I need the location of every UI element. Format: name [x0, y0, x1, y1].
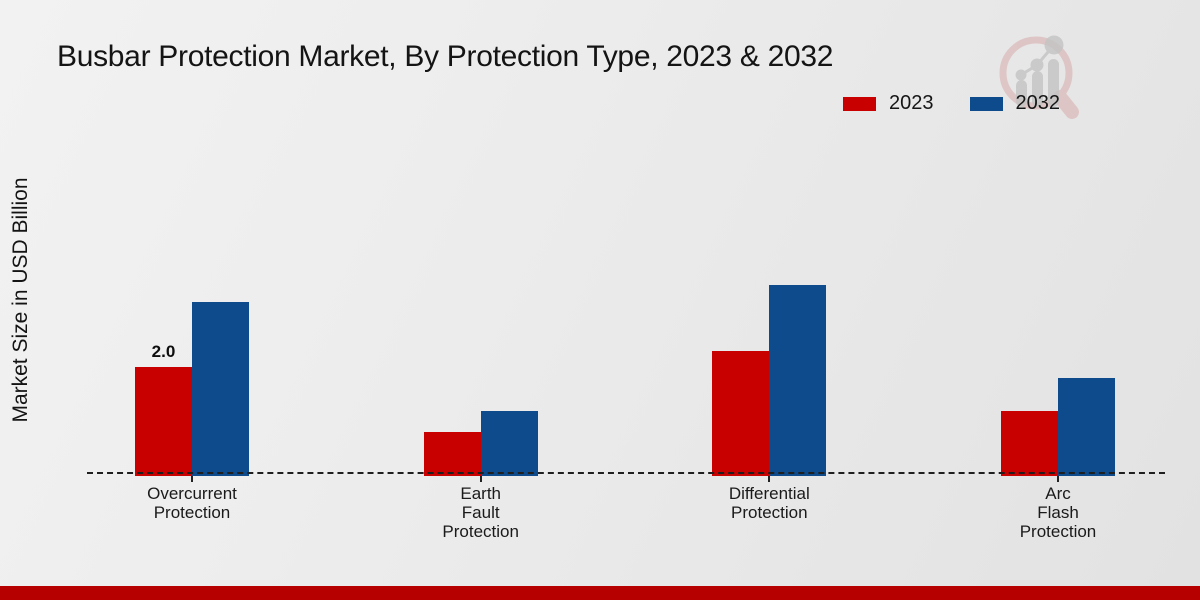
- bar-2023-group-1: [135, 367, 192, 476]
- bar-2032-group-2: [480, 410, 538, 476]
- bar-2023-group-3: [712, 350, 770, 476]
- x-axis-category-label: Earth Fault Protection: [442, 484, 519, 542]
- x-axis-category-label: Overcurrent Protection: [147, 484, 237, 523]
- bar-2032-group-1: [192, 301, 249, 476]
- magnifier-growth-chart-logo-icon: [999, 35, 1079, 119]
- bar-2023-group-2: [423, 432, 481, 476]
- x-axis-category-label: Arc Flash Protection: [1019, 484, 1097, 542]
- x-axis-category-label: Differential Protection: [728, 484, 810, 523]
- legend-item-2032: 2032: [969, 92, 1061, 115]
- plot-area: 2.0: [0, 149, 1200, 476]
- x-axis-tick: [768, 476, 771, 482]
- legend-swatch-2032: [969, 96, 1003, 111]
- legend-label-2032: 2032: [1015, 92, 1061, 114]
- bar-2023-group-4: [1001, 410, 1058, 476]
- bar-2032-group-3: [769, 285, 827, 476]
- legend-label-2023: 2023: [889, 92, 934, 114]
- chart-title: Busbar Protection Market, By Protection …: [57, 40, 834, 73]
- x-axis-tick: [1057, 476, 1059, 482]
- x-axis-tick: [191, 476, 193, 482]
- legend-item-2023: 2023: [843, 92, 934, 115]
- legend-swatch-2023: [843, 96, 876, 111]
- x-axis-tick: [479, 476, 482, 482]
- bar-value-label: 2.0: [151, 342, 176, 361]
- footer-accent-bar: [0, 586, 1200, 600]
- x-axis-baseline: [87, 472, 1165, 474]
- legend: 2023 2032: [843, 92, 1060, 115]
- bar-2032-group-4: [1058, 377, 1115, 476]
